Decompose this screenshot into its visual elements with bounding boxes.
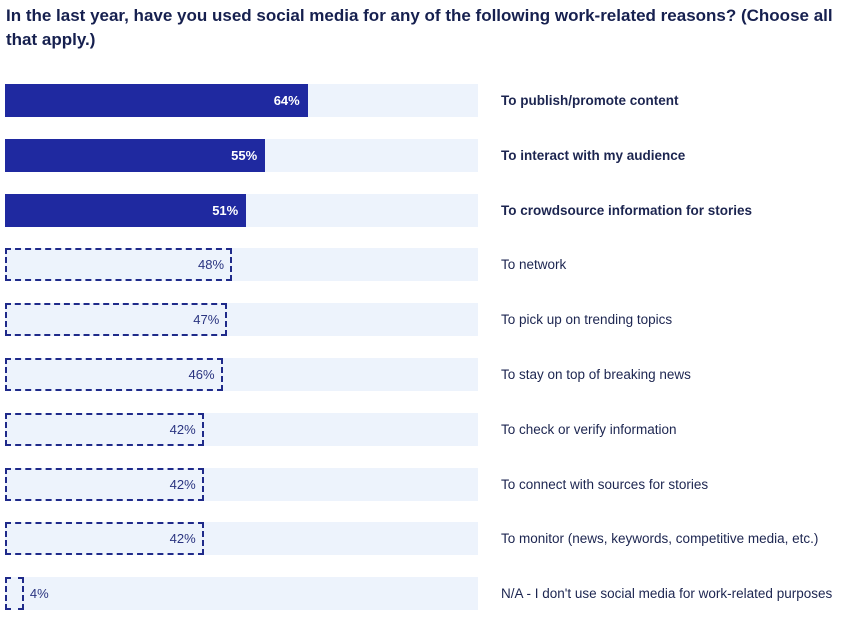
data-label: 46% — [188, 367, 215, 382]
bar — [5, 358, 223, 391]
bar — [5, 522, 204, 556]
bar — [5, 248, 233, 282]
category-label: To monitor (news, keywords, competitive … — [501, 531, 819, 547]
chart-title: In the last year, have you used social m… — [6, 6, 833, 49]
data-label: 51% — [212, 202, 239, 218]
data-label: 48% — [198, 257, 225, 273]
category-label: To publish/promote content — [501, 93, 679, 108]
bar-track — [5, 358, 478, 391]
category-label: To connect with sources for stories — [501, 476, 709, 492]
data-label: 64% — [273, 93, 300, 108]
bar-track — [5, 467, 478, 501]
bar — [5, 84, 308, 117]
data-label: 42% — [169, 476, 196, 492]
bar — [5, 193, 247, 227]
data-label: 47% — [193, 312, 220, 328]
category-label: To stay on top of breaking news — [501, 367, 691, 382]
bar — [5, 412, 204, 446]
bar-track — [5, 577, 478, 611]
bar — [5, 577, 24, 611]
category-label: To network — [501, 257, 567, 273]
category-label: N/A - I don't use social media for work-… — [501, 586, 833, 602]
data-label: 55% — [231, 147, 258, 163]
bar — [5, 467, 204, 501]
category-label: To interact with my audience — [501, 147, 686, 163]
data-label: 4% — [29, 586, 49, 602]
category-label: To pick up on trending topics — [501, 312, 673, 328]
data-label: 42% — [169, 531, 196, 547]
bar-track — [5, 303, 478, 337]
category-label: To check or verify information — [501, 421, 677, 437]
category-label: To crowdsource information for stories — [501, 202, 753, 218]
bar-track — [5, 412, 478, 446]
bar — [5, 138, 266, 172]
bar — [5, 303, 228, 337]
bar-track — [5, 522, 478, 556]
data-label: 42% — [169, 421, 196, 437]
bar-track — [5, 248, 478, 282]
